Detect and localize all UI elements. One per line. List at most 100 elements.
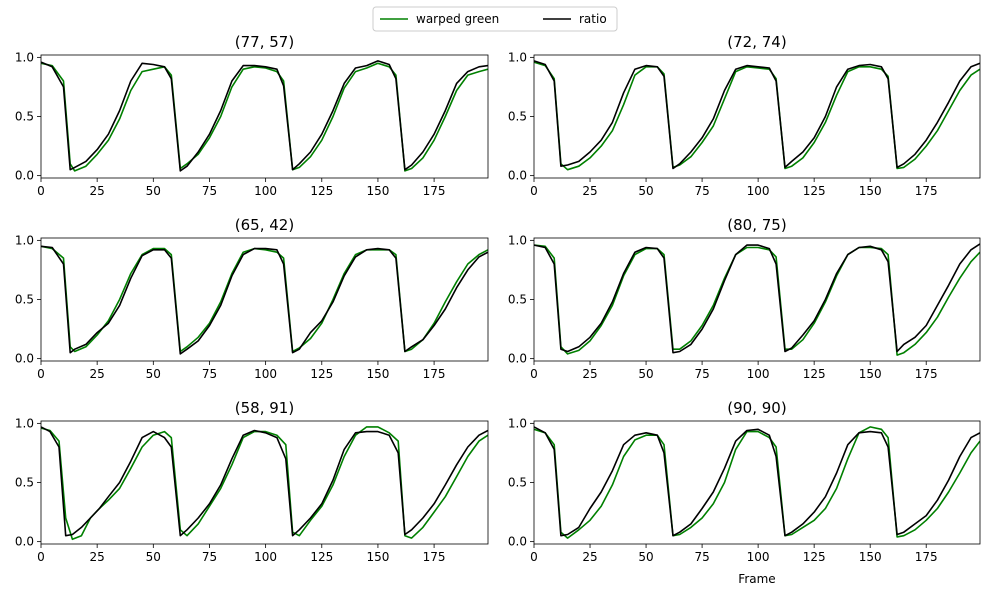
series-line-ratio (534, 60, 980, 170)
legend-label-ratio: ratio (579, 12, 607, 26)
series-line-warped-green (41, 62, 488, 172)
x-tick-label: 50 (146, 367, 161, 381)
x-tick-label: 100 (747, 184, 770, 198)
series-line-ratio (41, 426, 488, 537)
series-line-ratio (41, 60, 488, 172)
x-tick-label: 75 (202, 550, 217, 564)
y-tick-label: 0.5 (508, 110, 527, 124)
y-tick-label: 0.0 (508, 535, 527, 549)
x-tick-label: 125 (310, 367, 333, 381)
y-tick-label: 0.0 (508, 352, 527, 366)
x-tick-label: 75 (202, 184, 217, 198)
x-tick-label: 25 (90, 550, 105, 564)
subplot-1: (77, 57) 0 25 50 75 100 125 150 175 0.0 0.5 1.0 (15, 33, 489, 198)
legend-frame (372, 6, 618, 32)
series-line-ratio (534, 243, 980, 354)
x-tick-label: 50 (638, 550, 653, 564)
x-tick-label: 0 (37, 550, 45, 564)
y-tick-label: 0.5 (508, 476, 527, 490)
legend: warped green ratio (372, 6, 618, 32)
series-line-ratio (534, 426, 980, 537)
x-tick-label: 50 (146, 184, 161, 198)
x-tick-label: 175 (423, 184, 446, 198)
x-tick-label: 25 (582, 367, 597, 381)
x-tick-label: 25 (90, 367, 105, 381)
x-tick-label: 125 (310, 550, 333, 564)
y-tick-label: 1.0 (508, 416, 527, 430)
y-tick-label: 0.5 (508, 293, 527, 307)
x-tick-label: 25 (90, 184, 105, 198)
subplot-title: (72, 74) (727, 33, 786, 51)
x-tick-label: 75 (694, 184, 709, 198)
x-tick-label: 125 (803, 550, 826, 564)
x-tick-label: 150 (366, 550, 389, 564)
y-tick-label: 0.5 (15, 293, 34, 307)
subplot-title: (80, 75) (727, 216, 786, 234)
y-tick-label: 1.0 (508, 233, 527, 247)
plot-frame (533, 237, 981, 362)
subplot-3: (65, 42) 0 25 50 75 100 125 150 175 0.0 0.5 1.0 (15, 216, 489, 381)
y-tick-label: 1.0 (15, 50, 34, 64)
series-line-warped-green (534, 61, 980, 171)
x-tick-label: 0 (37, 184, 45, 198)
x-tick-label: 175 (915, 184, 938, 198)
y-tick-label: 0.5 (15, 476, 34, 490)
y-tick-label: 0.0 (508, 169, 527, 183)
x-tick-label: 0 (37, 367, 45, 381)
subplot-title: (77, 57) (235, 33, 294, 51)
subplot-6: (90, 90) 0 25 50 75 100 125 150 175 0.0 0.5 1.0 Fram… (508, 399, 981, 586)
x-tick-label: 0 (530, 550, 538, 564)
subplot-title: (65, 42) (235, 216, 294, 234)
x-tick-label: 0 (530, 367, 538, 381)
x-tick-label: 25 (582, 550, 597, 564)
y-tick-label: 0.5 (15, 110, 34, 124)
x-tick-label: 75 (694, 367, 709, 381)
x-tick-label: 175 (423, 550, 446, 564)
subplot-4: (80, 75) 0 25 50 75 100 125 150 175 0.0 0.5 1.0 (508, 216, 981, 381)
subplot-title: (90, 90) (727, 399, 786, 417)
x-tick-label: 175 (915, 367, 938, 381)
series-line-warped-green (41, 426, 488, 541)
series-line-warped-green (534, 244, 980, 356)
subplot-title: (58, 91) (235, 399, 294, 417)
x-tick-label: 100 (254, 550, 277, 564)
x-tick-label: 75 (694, 550, 709, 564)
x-tick-label: 150 (859, 367, 882, 381)
x-tick-label: 150 (859, 184, 882, 198)
x-tick-label: 125 (803, 367, 826, 381)
x-tick-label: 125 (803, 184, 826, 198)
x-tick-label: 25 (582, 184, 597, 198)
x-tick-label: 100 (254, 184, 277, 198)
x-tick-label: 100 (747, 550, 770, 564)
y-tick-label: 1.0 (15, 233, 34, 247)
x-tick-label: 125 (310, 184, 333, 198)
series-line-warped-green (41, 245, 488, 353)
subplot-5: (58, 91) 0 25 50 75 100 125 150 175 0.0 0.5 1.0 (15, 399, 489, 564)
x-tick-label: 50 (146, 550, 161, 564)
plot-frame (40, 237, 489, 362)
x-tick-label: 75 (202, 367, 217, 381)
x-tick-label: 0 (530, 184, 538, 198)
y-tick-label: 1.0 (15, 416, 34, 430)
x-tick-label: 150 (366, 184, 389, 198)
series-line-warped-green (534, 426, 980, 539)
x-tick-label: 175 (423, 367, 446, 381)
x-tick-label: 50 (638, 184, 653, 198)
y-tick-label: 0.0 (15, 352, 34, 366)
x-tick-label: 100 (254, 367, 277, 381)
y-tick-label: 0.0 (15, 169, 34, 183)
series-line-ratio (41, 245, 488, 355)
x-tick-label: 150 (859, 550, 882, 564)
legend-label-warped-green: warped green (416, 12, 499, 26)
x-tick-label: 100 (747, 367, 770, 381)
x-tick-label: 50 (638, 367, 653, 381)
subplot-2: (72, 74) 0 25 50 75 100 125 150 175 0.0 0.5 1.0 (508, 33, 981, 198)
x-tick-label: 150 (366, 367, 389, 381)
plot-frame (40, 420, 489, 545)
y-tick-label: 1.0 (508, 50, 527, 64)
x-tick-label: 175 (915, 550, 938, 564)
subplot-grid: (77, 57)0 25 50 75 100 125 150 1750.00.51.0(72,… (15, 33, 981, 586)
x-axis-label: Frame (738, 572, 775, 586)
y-tick-label: 0.0 (15, 535, 34, 549)
